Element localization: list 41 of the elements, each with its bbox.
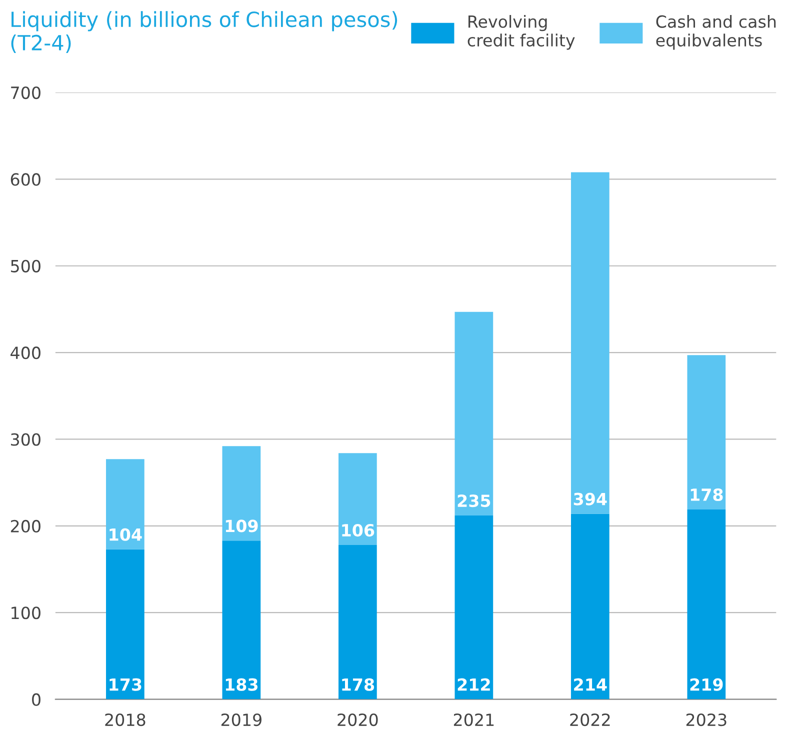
bar bbox=[106, 549, 144, 700]
y-tick-label: 600 bbox=[10, 173, 40, 186]
x-tick-label: 2020 bbox=[338, 713, 378, 726]
bar bbox=[454, 312, 494, 516]
legend-label: Revolving credit facility bbox=[468, 15, 575, 50]
x-tick-label: 2022 bbox=[570, 713, 610, 726]
x-tick-label: 2018 bbox=[105, 713, 146, 726]
bar bbox=[222, 540, 261, 700]
data-label: 212 bbox=[458, 678, 490, 691]
x-tick-label: 2021 bbox=[454, 713, 494, 726]
y-tick-label: 100 bbox=[12, 606, 40, 620]
y-tick-label: 0 bbox=[32, 693, 40, 706]
data-label: 173 bbox=[110, 678, 142, 691]
bar bbox=[338, 545, 377, 700]
data-label: 106 bbox=[342, 524, 374, 537]
data-label: 104 bbox=[110, 528, 142, 541]
bar bbox=[687, 509, 726, 700]
y-tick-label: 200 bbox=[10, 520, 40, 532]
bar bbox=[687, 355, 726, 510]
y-tick-label: 700 bbox=[11, 86, 40, 100]
data-label: 214 bbox=[574, 678, 607, 691]
bar bbox=[222, 446, 261, 541]
y-tick-label: 300 bbox=[11, 433, 40, 446]
data-label: 178 bbox=[690, 488, 723, 502]
y-tick-label: 400 bbox=[10, 346, 40, 360]
bar bbox=[106, 459, 144, 550]
chart-title: Liquidity (in billions of Chilean pesos) (T2-4) bbox=[11, 11, 398, 54]
bar bbox=[338, 453, 377, 545]
data-label: 183 bbox=[226, 678, 258, 691]
data-label: 219 bbox=[690, 678, 723, 691]
x-tick-label: 2019 bbox=[221, 713, 262, 726]
x-tick-label: 2023 bbox=[686, 713, 726, 726]
bar bbox=[570, 172, 610, 514]
y-tick-label: 500 bbox=[11, 260, 40, 272]
data-label: 235 bbox=[458, 494, 490, 508]
data-label: 394 bbox=[574, 492, 607, 506]
data-label: 178 bbox=[342, 678, 374, 691]
data-label: 109 bbox=[226, 520, 258, 532]
legend-label: Cash and cash equibvalents bbox=[656, 15, 776, 50]
bar bbox=[570, 514, 610, 700]
bar bbox=[454, 516, 494, 700]
